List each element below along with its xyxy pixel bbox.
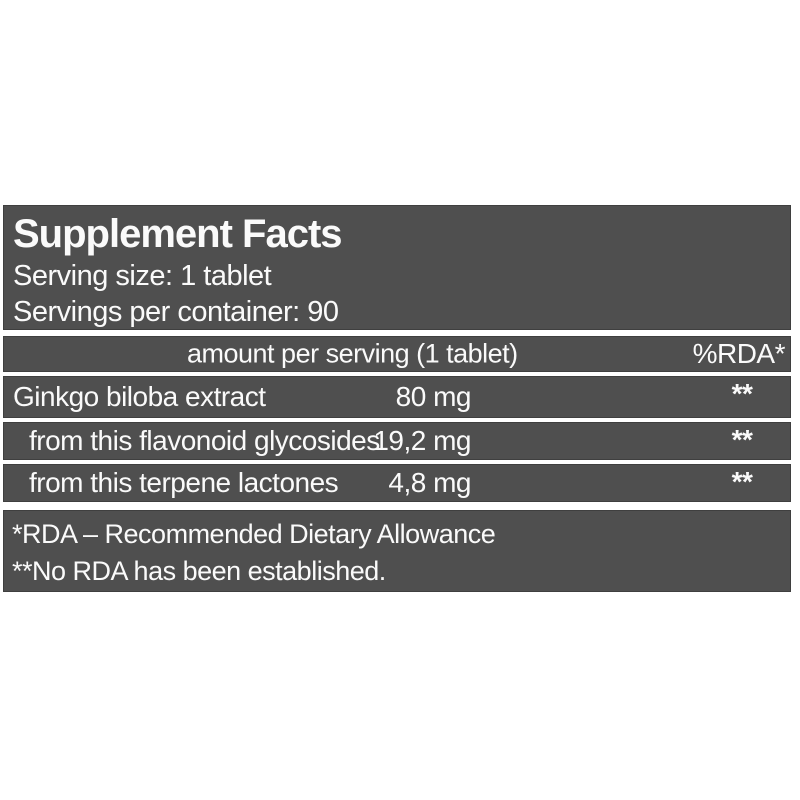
rda-footnote: *RDA – Recommended Dietary Allowance <box>12 519 496 549</box>
ingredient-amount: 4,8 mg <box>388 467 471 498</box>
amount-column-header: amount per serving (1 tablet) <box>187 338 518 369</box>
ingredient-row: Ginkgo biloba extract 80 mg ** <box>3 376 791 418</box>
ingredient-row: from this flavonoid glycosides 19,2 mg *… <box>3 422 791 460</box>
panel-header: Supplement Facts Serving size: 1 tablet … <box>3 205 791 330</box>
ingredient-rda: ** <box>731 378 753 409</box>
serving-size-line: Serving size: 1 tablet <box>13 260 272 292</box>
ingredient-amount: 80 mg <box>395 381 472 412</box>
ingredient-row: from this terpene lactones 4,8 mg ** <box>3 464 791 502</box>
ingredient-amount: 19,2 mg <box>373 425 471 456</box>
ingredient-rda: ** <box>731 466 753 497</box>
column-header-bar: amount per serving (1 tablet) %RDA* <box>3 336 791 372</box>
panel-title: Supplement Facts <box>13 212 343 256</box>
ingredient-name: from this terpene lactones <box>29 467 339 498</box>
panel-footnotes: *RDA – Recommended Dietary Allowance **N… <box>3 510 791 592</box>
servings-per-container-line: Servings per container: 90 <box>13 296 339 328</box>
ingredient-name: from this flavonoid glycosides <box>29 425 380 456</box>
rda-column-header: %RDA* <box>692 338 786 369</box>
supplement-facts-panel: Supplement Facts Serving size: 1 tablet … <box>3 205 791 592</box>
ingredient-name: Ginkgo biloba extract <box>13 381 266 412</box>
no-rda-footnote: **No RDA has been established. <box>12 556 386 586</box>
ingredient-rda: ** <box>731 424 753 455</box>
